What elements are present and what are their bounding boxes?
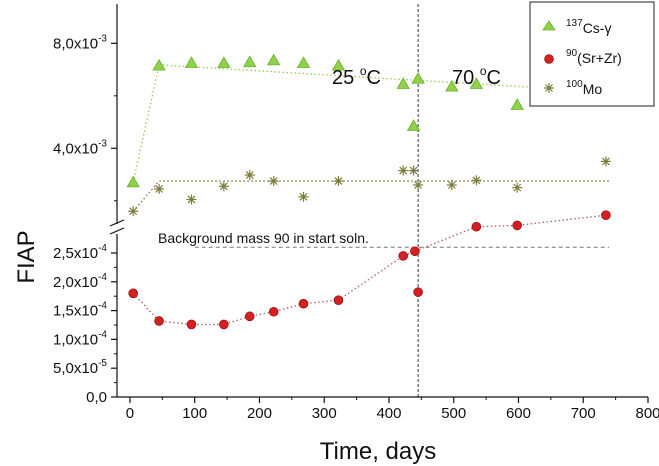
y-tick-label: 2,5x10-4 (53, 243, 107, 262)
data-point-cs137 (296, 56, 311, 68)
trend-line (132, 180, 610, 212)
data-point-mo100 (600, 156, 611, 167)
legend-label-sr90-mass: 90 (566, 48, 578, 59)
data-point-sr90 (601, 210, 611, 220)
data-point-sr90 (471, 221, 482, 232)
region-label-70c-degree: o (480, 64, 487, 78)
data-point-mo100 (186, 194, 197, 205)
region-label-25c: 25 oC (332, 64, 381, 89)
x-tick-label: 800 (635, 405, 659, 422)
x-tick-label: 0 (126, 405, 134, 422)
data-point-sr90 (128, 288, 138, 299)
legend-marker-sr90 (544, 54, 554, 64)
legend-label-sr90: 90(Sr+Zr) (566, 48, 622, 66)
data-point-cs137 (396, 77, 410, 89)
data-point-sr90 (298, 298, 309, 309)
region-label-25c-unit: C (367, 67, 381, 89)
legend-label-sr90-text: (Sr+Zr) (577, 50, 622, 66)
y-tick-label: 0,0 (86, 389, 107, 406)
legend-label-mo100-mass: 100 (566, 79, 583, 90)
data-point-cs137 (152, 58, 166, 71)
data-point-cs137 (411, 71, 425, 84)
legend-label-cs137-mass: 137 (566, 18, 583, 29)
data-point-sr90 (219, 319, 229, 330)
data-point-mo100 (446, 180, 457, 191)
x-tick-label: 100 (182, 405, 207, 422)
data-point-sr90 (268, 306, 279, 317)
region-label-70c-unit: C (487, 67, 501, 89)
axis-break-mark (109, 219, 125, 227)
legend-label-mo100-text: Mo (583, 81, 603, 97)
data-point-mo100 (268, 176, 279, 187)
region-label-70c-value: 70 (452, 67, 480, 89)
data-point-sr90 (410, 246, 420, 257)
y-tick-label: 2,0x10-4 (53, 272, 107, 291)
reference-lines (194, 4, 610, 397)
region-label-70c: 70 oC (452, 64, 501, 89)
data-point-mo100 (398, 165, 409, 176)
region-label-25c-degree: o (360, 64, 367, 78)
legend-label-cs137-text: Cs-γ (583, 20, 612, 36)
data-point-sr90 (512, 220, 522, 231)
data-point-cs137 (267, 53, 281, 66)
data-point-cs137 (126, 175, 140, 188)
data-point-cs137 (217, 56, 231, 68)
data-point-sr90 (186, 319, 197, 330)
x-tick-label: 300 (312, 405, 337, 422)
y-tick-label: 8,0x10-3 (53, 33, 107, 52)
legend-marker-cs137 (542, 20, 556, 31)
legend: 137Cs-γ 90(Sr+Zr) 100Mo (529, 1, 655, 107)
x-axis-title: Time, days (320, 438, 436, 465)
data-point-cs137 (445, 79, 459, 92)
data-point-mo100 (128, 206, 139, 217)
axis-break-mark (109, 227, 125, 235)
data-markers (126, 53, 613, 330)
y-tick-label: 1,0x10-4 (53, 329, 107, 348)
legend-label-cs137: 137Cs-γ (566, 18, 611, 36)
data-point-cs137 (184, 56, 199, 68)
x-tick-label: 700 (571, 405, 596, 422)
data-point-cs137 (510, 98, 524, 110)
y-axis-title: FIAP (13, 230, 40, 283)
data-point-mo100 (333, 176, 344, 187)
region-label-25c-value: 25 (332, 67, 360, 89)
y-tick-label: 4,0x10-3 (53, 138, 107, 157)
x-tick-label: 400 (376, 405, 401, 422)
data-point-mo100 (218, 181, 229, 192)
data-point-cs137 (331, 58, 346, 71)
legend-label-mo100: 100Mo (566, 79, 602, 97)
x-tick-label: 500 (441, 405, 466, 422)
x-tick-label: 600 (506, 405, 531, 422)
data-point-mo100 (512, 182, 523, 193)
data-point-sr90 (398, 251, 409, 261)
x-tick-label: 200 (247, 405, 272, 422)
background-line-label: Background mass 90 in start soln. (158, 230, 369, 246)
data-point-sr90 (244, 311, 255, 322)
data-point-mo100 (298, 191, 309, 202)
y-tick-label: 1,5x10-4 (53, 301, 107, 320)
data-point-sr90 (333, 295, 344, 306)
data-point-mo100 (413, 180, 424, 191)
data-point-mo100 (408, 165, 419, 176)
data-point-cs137 (243, 55, 257, 68)
data-point-sr90 (154, 316, 164, 326)
data-point-cs137 (469, 77, 484, 89)
y-tick-label: 5,0x10-5 (53, 358, 107, 377)
data-point-mo100 (244, 170, 255, 181)
data-point-sr90 (413, 287, 423, 297)
data-point-cs137 (406, 119, 421, 131)
axes: 0 100 200 300 400 500 600 700 800 0,0 5,0x10-5 1,0x… (53, 4, 659, 422)
legend-box (529, 1, 655, 107)
data-point-mo100 (154, 183, 165, 194)
legend-marker-mo100 (544, 83, 554, 93)
data-point-mo100 (471, 175, 482, 186)
